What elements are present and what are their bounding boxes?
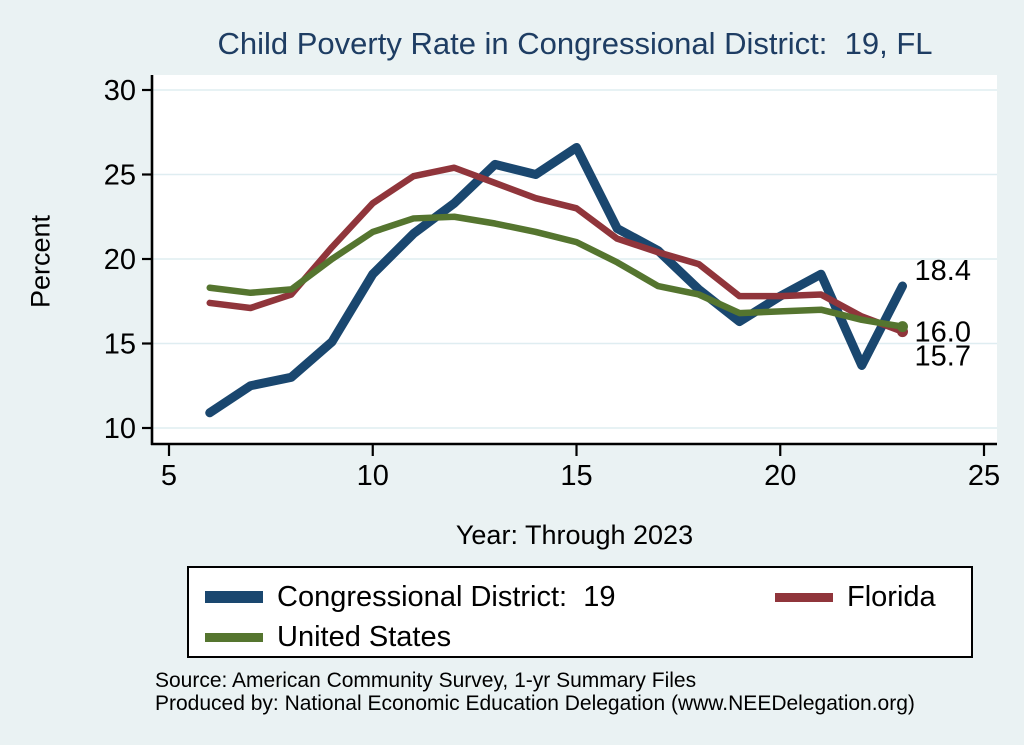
series-end-label-florida: 15.7	[915, 341, 971, 373]
legend-item-united-states: United States	[205, 621, 451, 654]
x-tick-label: 5	[161, 460, 177, 492]
united-states-line-swatch	[205, 632, 263, 642]
legend-label-united-states: United States	[277, 620, 452, 653]
series-line-florida	[206, 164, 906, 335]
legend-row-2: United States	[205, 617, 971, 657]
series-line-united-states	[206, 213, 906, 330]
footer: Source: American Community Survey, 1-yr …	[155, 669, 915, 715]
legend-item-florida: Florida	[775, 581, 936, 614]
y-tick-label: 10	[104, 413, 136, 445]
series-end-marker-united-states	[897, 321, 908, 333]
x-tick-label: 15	[560, 460, 592, 492]
legend-row-1: Congressional District: 19 Florida	[205, 577, 971, 617]
produced-by-note: Produced by: National Economic Education…	[155, 692, 915, 715]
series-line-congressional-district-19	[205, 142, 907, 418]
legend-label-florida: Florida	[847, 580, 936, 613]
y-tick-label: 30	[104, 75, 136, 107]
y-tick-label: 20	[104, 244, 136, 276]
y-tick-label: 25	[104, 160, 136, 192]
x-tick-label: 10	[357, 460, 389, 492]
congressional-district-19-line-swatch	[205, 591, 263, 603]
series-end-label-congressional-district-19: 18.4	[915, 255, 971, 287]
legend-item-congressional-district-19: Congressional District: 19	[205, 581, 775, 614]
legend: Congressional District: 19 Florida Unite…	[187, 566, 973, 658]
florida-line-swatch	[775, 592, 833, 602]
legend-label-congressional-district-19: Congressional District: 19	[277, 580, 616, 613]
series-end-label-united-states: 16.0	[915, 317, 971, 349]
x-axis-title: Year: Through 2023	[455, 520, 694, 550]
y-tick-label: 15	[104, 329, 136, 361]
x-tick-label: 20	[764, 460, 796, 492]
source-note: Source: American Community Survey, 1-yr …	[155, 669, 697, 692]
x-tick-label: 25	[968, 460, 1000, 492]
chart-title: Child Poverty Rate in Congressional Dist…	[217, 26, 933, 61]
